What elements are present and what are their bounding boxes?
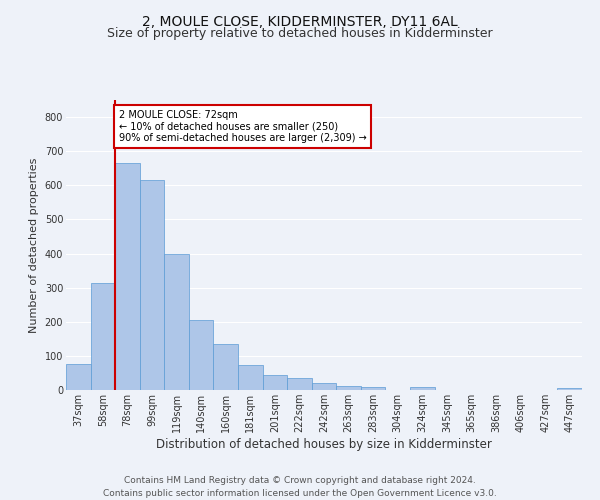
Text: 2 MOULE CLOSE: 72sqm
← 10% of detached houses are smaller (250)
90% of semi-deta: 2 MOULE CLOSE: 72sqm ← 10% of detached h… [119, 110, 367, 144]
Bar [214, 344, 238, 390]
Bar [336, 386, 361, 390]
Bar [287, 378, 312, 390]
Bar [361, 386, 385, 390]
Bar [312, 383, 336, 390]
Bar [115, 163, 140, 390]
Text: Size of property relative to detached houses in Kidderminster: Size of property relative to detached ho… [107, 28, 493, 40]
Y-axis label: Number of detached properties: Number of detached properties [29, 158, 39, 332]
Bar [410, 388, 434, 390]
Bar [557, 388, 582, 390]
Text: 2, MOULE CLOSE, KIDDERMINSTER, DY11 6AL: 2, MOULE CLOSE, KIDDERMINSTER, DY11 6AL [142, 15, 458, 29]
Bar [140, 180, 164, 390]
Bar [66, 364, 91, 390]
Bar [189, 320, 214, 390]
Text: Contains HM Land Registry data © Crown copyright and database right 2024.
Contai: Contains HM Land Registry data © Crown c… [103, 476, 497, 498]
X-axis label: Distribution of detached houses by size in Kidderminster: Distribution of detached houses by size … [156, 438, 492, 451]
Bar [263, 374, 287, 390]
Bar [238, 366, 263, 390]
Bar [164, 254, 189, 390]
Bar [91, 282, 115, 390]
